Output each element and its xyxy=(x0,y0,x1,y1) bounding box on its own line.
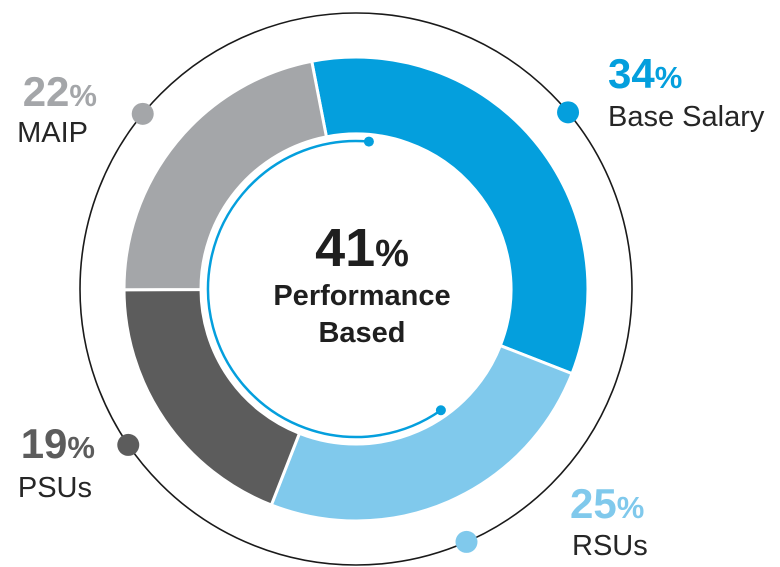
marker-rsus xyxy=(455,530,478,553)
percent-label-rsus: 25% xyxy=(570,480,644,527)
performance-bracket-top-dot xyxy=(363,136,374,147)
category-label-psus: PSUs xyxy=(18,472,92,504)
percent-label-base-salary: 34% xyxy=(608,50,682,97)
percent-label-psus: 19% xyxy=(21,420,95,467)
slice-rsus xyxy=(269,343,574,523)
performance-bracket-bottom-dot xyxy=(435,405,446,416)
center-label: 41% Performance Based xyxy=(273,218,450,349)
center-percent-unit: % xyxy=(375,233,409,275)
outer-ring xyxy=(79,12,633,566)
percent-label-maip: 22% xyxy=(23,68,97,115)
performance-bracket-arc xyxy=(206,139,442,439)
slice-base-salary xyxy=(309,55,590,376)
category-label-maip: MAIP xyxy=(17,117,88,149)
marker-base-salary xyxy=(557,101,580,124)
center-percent-value: 41 xyxy=(315,218,375,278)
marker-psus xyxy=(117,433,140,456)
performance-bracket-layer xyxy=(206,136,446,439)
center-label-line2: Based xyxy=(318,317,405,349)
marker-maip xyxy=(131,102,154,125)
slices-layer xyxy=(122,55,590,523)
outer-ring-layer xyxy=(79,12,633,566)
category-label-rsus: RSUs xyxy=(572,530,648,562)
center-label-line1: Performance xyxy=(273,280,450,312)
slice-labels-layer: 34% Base Salary 25%RSUs 19% PSUs 22%MAIP xyxy=(17,50,765,562)
category-label-base-salary: Base Salary xyxy=(608,101,765,133)
slice-maip xyxy=(122,59,329,292)
center-percent: 41% xyxy=(315,218,409,278)
